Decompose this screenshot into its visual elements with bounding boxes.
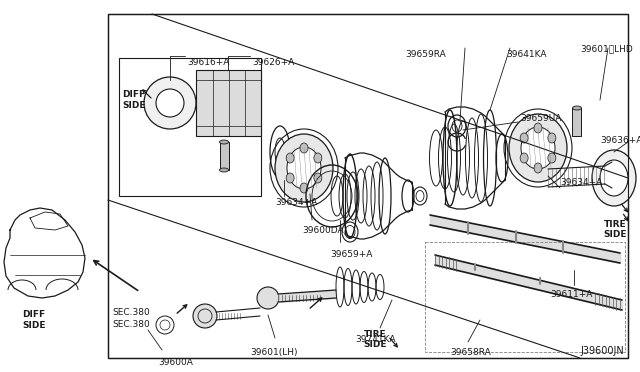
Circle shape: [234, 81, 243, 89]
Bar: [108, 14, 628, 358]
Bar: [196, 70, 261, 136]
Text: 39616+A: 39616+A: [187, 58, 229, 67]
Ellipse shape: [534, 163, 542, 173]
Text: SEC.380: SEC.380: [112, 308, 150, 317]
Text: 39601(LH): 39601(LH): [250, 348, 298, 357]
Text: 39741KA: 39741KA: [355, 335, 396, 344]
Ellipse shape: [314, 153, 322, 163]
Ellipse shape: [257, 287, 279, 309]
Circle shape: [245, 99, 253, 107]
Bar: [220, 142, 229, 170]
Ellipse shape: [210, 84, 246, 122]
Text: 39658RA: 39658RA: [450, 348, 491, 357]
Ellipse shape: [220, 140, 228, 144]
Circle shape: [203, 99, 211, 107]
Text: 39659UA: 39659UA: [520, 114, 561, 123]
Bar: [425, 242, 625, 352]
Text: 39659+A: 39659+A: [330, 250, 372, 259]
Text: TIRE
SIDE: TIRE SIDE: [604, 220, 627, 240]
Ellipse shape: [521, 127, 555, 169]
Text: 39626+A: 39626+A: [252, 58, 294, 67]
Ellipse shape: [287, 147, 321, 189]
Ellipse shape: [592, 150, 636, 206]
Text: 39659RA: 39659RA: [405, 50, 445, 59]
Text: 39634+A: 39634+A: [560, 178, 602, 187]
Ellipse shape: [275, 134, 333, 202]
Ellipse shape: [600, 160, 628, 196]
Text: 39641KA: 39641KA: [506, 50, 547, 59]
Text: 39601〈LHD: 39601〈LHD: [580, 44, 633, 53]
Ellipse shape: [573, 106, 582, 110]
Text: 39611+A: 39611+A: [550, 290, 593, 299]
Ellipse shape: [286, 173, 294, 183]
Text: DIFF
SIDE: DIFF SIDE: [22, 310, 45, 330]
Ellipse shape: [520, 153, 528, 163]
Text: 39600DA: 39600DA: [302, 226, 344, 235]
Text: 39636+A: 39636+A: [600, 136, 640, 145]
Ellipse shape: [156, 89, 184, 117]
Text: J39600JN: J39600JN: [580, 346, 624, 356]
Ellipse shape: [509, 114, 567, 182]
Ellipse shape: [314, 173, 322, 183]
Text: 39600A: 39600A: [158, 358, 193, 367]
Ellipse shape: [300, 183, 308, 193]
Circle shape: [214, 81, 221, 89]
Ellipse shape: [144, 77, 196, 129]
Ellipse shape: [520, 133, 528, 143]
Ellipse shape: [197, 72, 259, 134]
Bar: [572, 108, 581, 136]
Ellipse shape: [548, 133, 556, 143]
Text: DIFF
SIDE: DIFF SIDE: [122, 90, 145, 110]
Ellipse shape: [193, 304, 217, 328]
Ellipse shape: [300, 143, 308, 153]
Text: TIRE
SIDE: TIRE SIDE: [364, 330, 387, 349]
Circle shape: [214, 117, 221, 125]
Text: 39634+A: 39634+A: [275, 198, 317, 207]
Ellipse shape: [548, 153, 556, 163]
Text: SEC.380: SEC.380: [112, 320, 150, 329]
Circle shape: [234, 117, 243, 125]
Ellipse shape: [220, 168, 228, 172]
Ellipse shape: [534, 123, 542, 133]
Ellipse shape: [286, 153, 294, 163]
Bar: [119, 58, 261, 196]
